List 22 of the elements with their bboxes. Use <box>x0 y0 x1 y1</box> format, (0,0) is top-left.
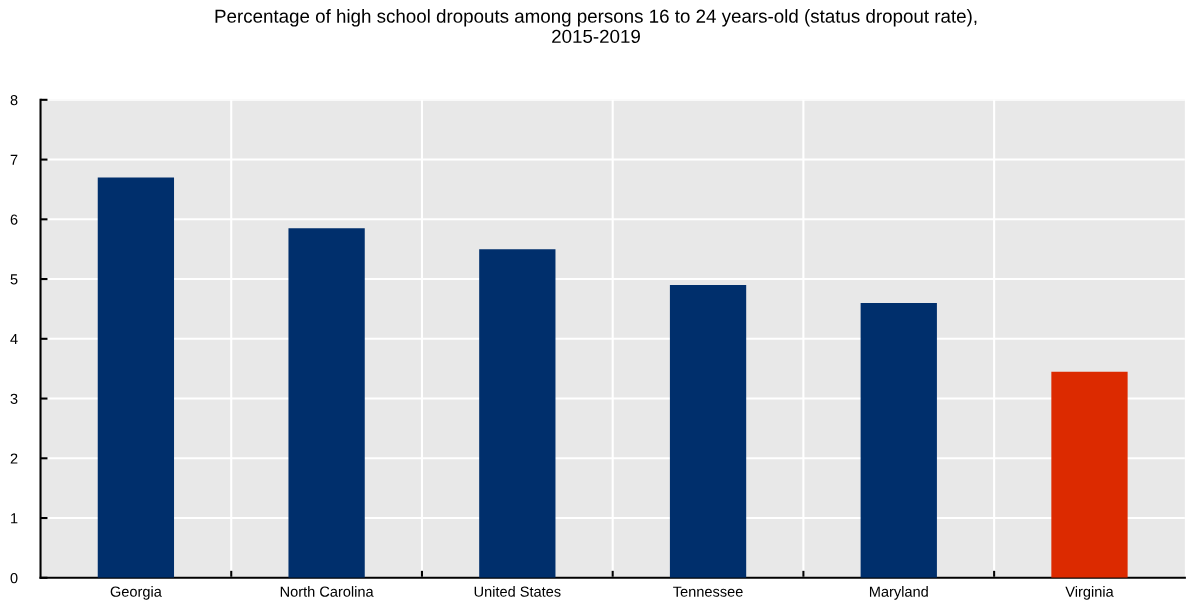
y-tick-label: 7 <box>10 154 18 165</box>
y-tick-label: 4 <box>10 334 18 345</box>
x-tick-label: Georgia <box>110 586 162 600</box>
bar <box>669 285 747 578</box>
y-tick-label: 2 <box>10 453 18 464</box>
bar <box>288 228 365 578</box>
bar <box>1051 371 1128 578</box>
x-tick-label: Virginia <box>1065 586 1114 600</box>
y-tick-label: 3 <box>10 393 18 404</box>
y-tick-label: 6 <box>10 214 18 225</box>
x-tick-label: Tennessee <box>673 586 743 597</box>
x-tick-label: United States <box>474 586 561 597</box>
x-tick-label: North Carolina <box>280 586 374 597</box>
bar <box>479 249 556 578</box>
bar <box>860 302 937 578</box>
chart-title: Percentage of high school dropouts among persons 16 to 24 years-old (status dropout rate), 2015-2019 <box>215 9 977 44</box>
y-tick-label: 0 <box>10 572 18 584</box>
y-tick-label: 8 <box>10 94 18 106</box>
x-tick-label: Maryland <box>869 586 928 600</box>
y-tick-label: 5 <box>10 274 18 285</box>
y-tick-label: 1 <box>11 513 18 524</box>
bar <box>97 177 175 578</box>
